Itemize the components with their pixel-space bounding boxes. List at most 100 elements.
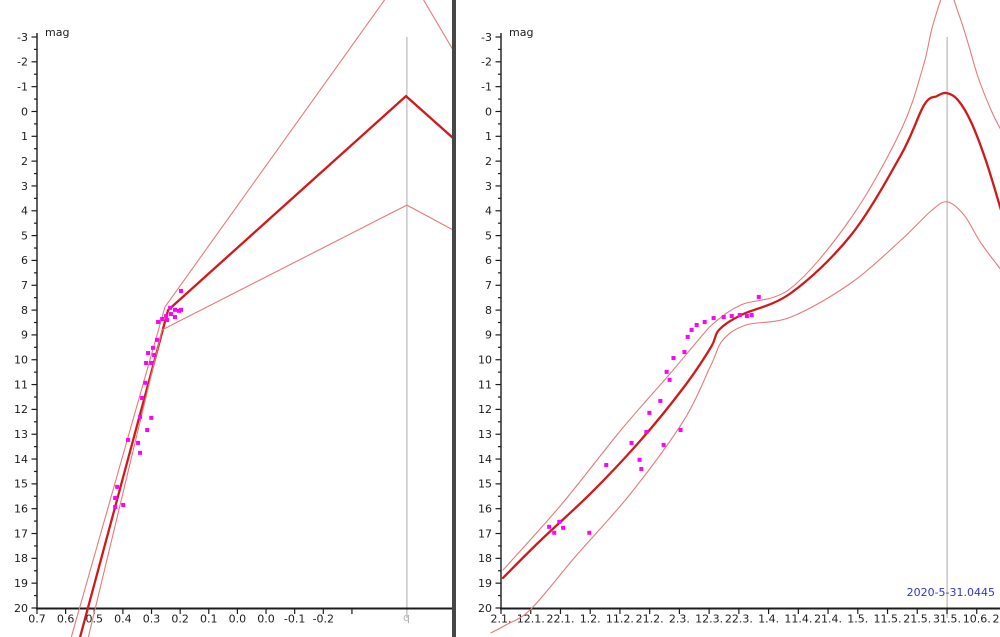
data-point [149,360,154,365]
data-point [689,327,694,332]
y-tick-label: 2 [21,155,28,168]
y-tick-label: -2 [481,56,492,69]
chart-left: -3-2-1012345678910111213141516171819200.… [14,0,456,637]
chart-right: -3-2-1012345678910111213141516171819202.… [478,0,1000,634]
left-mag-axis-label: mag [45,26,70,39]
y-tick-label: 0 [21,105,28,118]
data-point [138,450,143,455]
y-tick-label: 9 [21,329,28,342]
y-tick-label: 17 [478,527,492,540]
data-point [164,318,169,323]
y-tick-label: 7 [485,279,492,292]
data-point [682,350,687,355]
data-point [658,398,663,403]
y-tick-label: 14 [478,453,492,466]
data-point [637,457,642,462]
x-tick-label: 20.6. [992,613,1000,626]
y-tick-label: 15 [478,478,492,491]
x-tick-label: 21.2. [636,613,664,626]
y-tick-label: -1 [481,80,492,93]
y-tick-label: -2 [17,56,28,69]
x-tick-label: 0.7 [28,613,46,626]
y-tick-label: 13 [478,428,492,441]
x-tick-label: 22.3. [725,613,753,626]
y-tick-label: 14 [14,453,28,466]
data-point [744,314,749,319]
y-tick-label: 6 [485,254,492,267]
data-point [661,442,666,447]
data-point [156,320,161,325]
y-tick-label: 11 [478,378,492,391]
data-point [115,484,120,489]
y-tick-label: 1 [21,130,28,143]
data-point [756,294,761,299]
x-tick-label: 0.3 [143,613,161,626]
x-tick-label: 2.3. [669,613,690,626]
data-point [737,313,742,318]
data-point [702,320,707,325]
y-tick-label: 2 [485,155,492,168]
x-tick-label: 0.0 [229,613,247,626]
data-point [177,308,182,313]
data-point [552,530,557,535]
data-point [694,322,699,327]
data-point [121,502,126,507]
y-tick-label: 16 [14,502,28,515]
y-tick-label: 10 [478,354,492,367]
x-tick-label: 31.5. [933,613,961,626]
y-tick-label: 7 [21,279,28,292]
data-point [671,356,676,361]
data-point [113,496,118,501]
x-tick-label: 0.0 [257,613,275,626]
y-tick-label: 8 [485,304,492,317]
x-tick-label: 0.1 [200,613,218,626]
data-point [729,314,734,319]
data-point [561,525,566,530]
perihelion-date-label: 2020-5-31.0445 [906,586,995,599]
y-tick-label: 19 [14,577,28,590]
y-tick-label: 18 [14,552,28,565]
data-point [664,369,669,374]
data-point [678,427,683,432]
y-tick-label: 11 [14,378,28,391]
y-tick-label: 1 [485,130,492,143]
data-point [152,353,157,358]
y-tick-label: 9 [485,329,492,342]
data-point [164,314,169,319]
data-point [140,395,145,400]
x-tick-label: 11.4. [784,613,812,626]
data-point [126,437,131,442]
y-tick-label: 3 [21,180,28,193]
x-tick-label: 11.5. [874,613,902,626]
y-tick-label: 5 [485,229,492,242]
data-point [604,463,609,468]
data-point [143,380,148,385]
y-tick-label: 12 [14,403,28,416]
y-tick-label: 0 [485,105,492,118]
data-point [113,504,118,509]
y-tick-label: 6 [21,254,28,267]
x-tick-label: 1.5. [847,613,868,626]
data-point [168,305,173,310]
y-tick-label: 4 [485,205,492,218]
x-tick-label: -0.1 [284,613,305,626]
x-tick-label: 1.4. [758,613,779,626]
y-tick-label: -3 [17,31,28,44]
y-tick-label: 19 [478,577,492,590]
data-point [629,440,634,445]
data-point [136,440,141,445]
data-point [144,360,149,365]
y-tick-label: 10 [14,354,28,367]
curve-predicted-magnitude [78,94,455,637]
y-tick-label: 18 [478,552,492,565]
y-tick-label: 4 [21,205,28,218]
data-point [179,288,184,293]
x-tick-label: 2.1. [491,613,512,626]
y-tick-label: 3 [485,180,492,193]
data-point [711,316,716,321]
right-mag-axis-label: mag [509,26,534,39]
data-point [154,337,159,342]
curve-faint-uncertainty-bound [87,204,454,637]
y-tick-label: 15 [14,478,28,491]
